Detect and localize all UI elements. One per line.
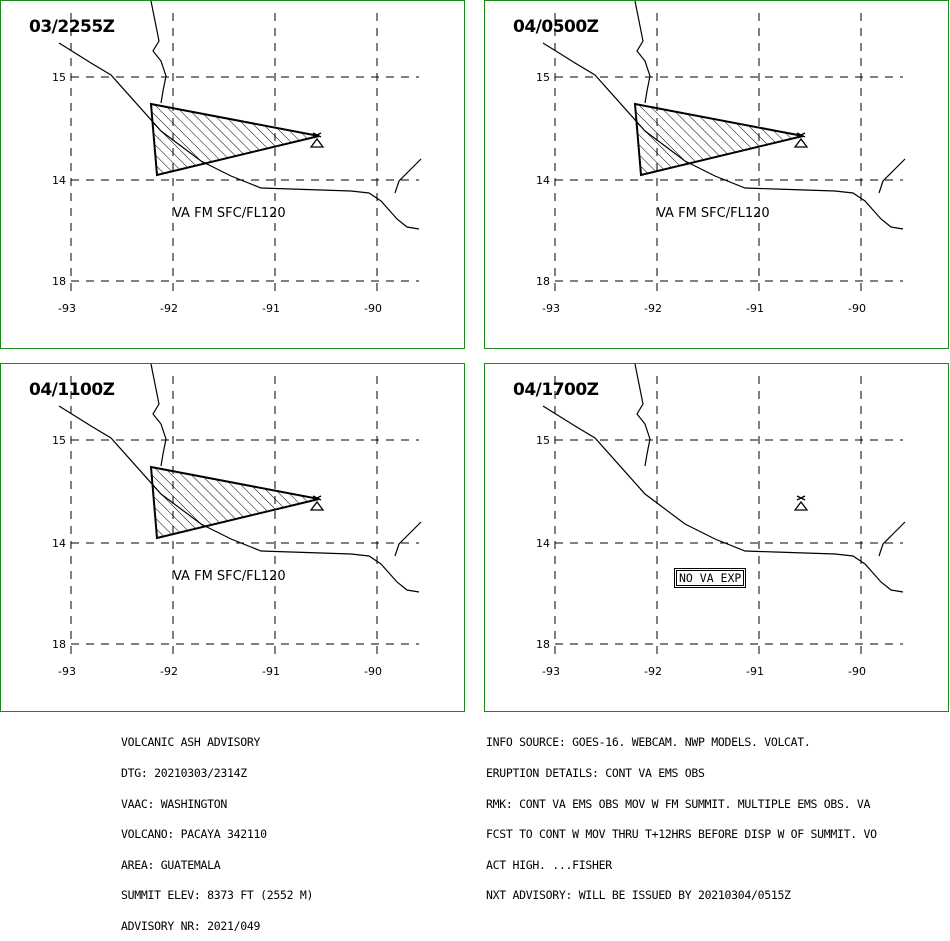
volcano-icon [793,495,809,511]
coastline [542,42,904,230]
longitude-label: -93 [542,665,560,678]
border-line [634,364,651,467]
longitude-label: -91 [746,665,764,678]
longitude-label: -92 [160,302,178,315]
advisory-details: INFO SOURCE: GOES-16. WEBCAM. NWP MODELS… [486,717,936,911]
coastline [394,158,422,194]
valid-time-label: 04/1700Z [513,380,599,400]
ash-cloud-polygon [149,102,320,177]
latitude-label: 14 [52,537,66,550]
latitude-label: 15 [536,71,550,84]
ash-layer-label: VA FM SFC/FL120 [173,206,286,221]
valid-time-label: 04/0500Z [513,17,599,37]
coastline [58,405,420,593]
border-line [150,364,167,467]
coastline [394,521,422,557]
map-panel: 15 14 18 -93 -92 -91 -90 03/2255Z VA FM SFC/FL… [0,0,465,349]
map-canvas: 15 14 18 -93 -92 -91 -90 [52,1,422,315]
latitude-label: 14 [536,174,550,187]
volcano-icon [309,495,325,511]
valid-time-label: 04/1100Z [29,380,115,400]
longitude-label: -93 [58,665,76,678]
coastline [878,158,906,194]
advisory-line: VOLCANO: PACAYA 342110 [121,827,267,842]
advisory-line: FCST TO CONT W MOV THRU T+12HRS BEFORE D… [486,827,877,842]
border-line [150,1,167,104]
advisory-line: NXT ADVISORY: WILL BE ISSUED BY 20210304… [486,888,791,903]
ash-layer-label: VA FM SFC/FL120 [173,569,286,584]
latitude-label: 18 [536,638,550,651]
longitude-label: -93 [58,302,76,315]
map-canvas: 15 14 18 -93 -92 -91 -90 [536,364,906,678]
advisory-line: AREA: GUATEMALA [121,857,221,872]
longitude-label: -90 [848,665,866,678]
advisory-header: VOLCANIC ASH ADVISORY DTG: 20210303/2314… [121,717,313,941]
map-canvas: 15 14 18 -93 -92 -91 -90 [536,1,906,315]
longitude-label: -91 [262,665,280,678]
longitude-label: -91 [262,302,280,315]
latitude-label: 15 [536,434,550,447]
latitude-label: 18 [536,275,550,288]
longitude-label: -93 [542,302,560,315]
map-panel: 15 14 18 -93 -92 -91 -90 04/1700Z NO VA EXP [484,363,949,712]
map-panel: 15 14 18 -93 -92 -91 -90 04/0500Z VA FM SFC/FL… [484,0,949,349]
ash-layer-label: VA FM SFC/FL120 [657,206,770,221]
coastline [878,521,906,557]
border-line [634,1,651,104]
longitude-label: -92 [644,665,662,678]
map-canvas: 15 14 18 -93 -92 -91 -90 [52,364,422,678]
longitude-label: -92 [160,665,178,678]
latitude-label: 15 [52,434,66,447]
map-panel: 15 14 18 -93 -92 -91 -90 04/1100Z VA FM SFC/FL… [0,363,465,712]
ash-cloud-polygon [149,465,320,540]
valid-time-label: 03/2255Z [29,17,115,37]
advisory-line: RMK: CONT VA EMS OBS MOV W FM SUMMIT. MU… [486,796,871,811]
advisory-line: VOLCANIC ASH ADVISORY [121,735,261,750]
ash-cloud-polygon [633,102,804,177]
ash-layer-label: NO VA EXP [673,568,747,588]
advisory-line: SUMMIT ELEV: 8373 FT (2552 M) [121,888,314,903]
longitude-label: -90 [364,665,382,678]
longitude-label: -91 [746,302,764,315]
latitude-label: 18 [52,275,66,288]
coastline [542,405,904,593]
latitude-label: 14 [536,537,550,550]
volcano-icon [309,132,325,148]
latitude-label: 18 [52,638,66,651]
latitude-label: 14 [52,174,66,187]
advisory-line: DTG: 20210303/2314Z [121,766,247,780]
longitude-label: -90 [848,302,866,315]
coastline [58,42,420,230]
volcano-icon [793,132,809,148]
advisory-line: ADVISORY NR: 2021/049 [121,918,261,933]
advisory-line: ACT HIGH. ...FISHER [486,857,612,872]
longitude-label: -90 [364,302,382,315]
longitude-label: -92 [644,302,662,315]
advisory-line: ERUPTION DETAILS: CONT VA EMS OBS [486,766,705,780]
advisory-line: INFO SOURCE: GOES-16. WEBCAM. NWP MODELS… [486,735,811,750]
latitude-label: 15 [52,71,66,84]
advisory-line: VAAC: WASHINGTON [121,796,227,811]
